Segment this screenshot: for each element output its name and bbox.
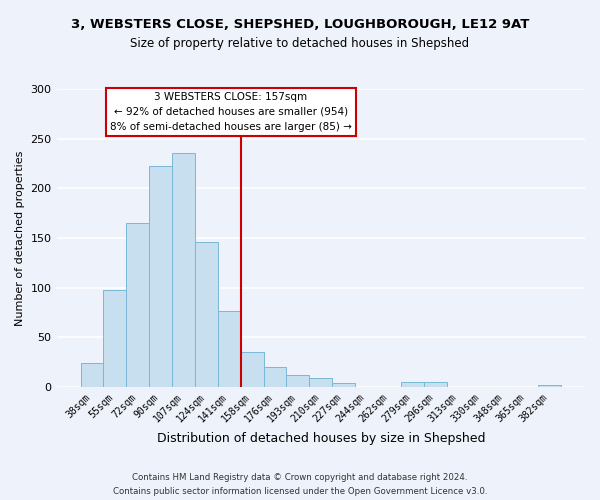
Text: 3 WEBSTERS CLOSE: 157sqm
← 92% of detached houses are smaller (954)
8% of semi-d: 3 WEBSTERS CLOSE: 157sqm ← 92% of detach…	[110, 92, 352, 132]
Bar	[310, 378, 332, 387]
Text: Size of property relative to detached houses in Shepshed: Size of property relative to detached ho…	[130, 38, 470, 51]
Bar	[195, 242, 218, 387]
Bar	[401, 382, 424, 387]
Text: Contains public sector information licensed under the Open Government Licence v3: Contains public sector information licen…	[113, 486, 487, 496]
Text: 3, WEBSTERS CLOSE, SHEPSHED, LOUGHBOROUGH, LE12 9AT: 3, WEBSTERS CLOSE, SHEPSHED, LOUGHBOROUG…	[71, 18, 529, 30]
Bar	[172, 152, 195, 387]
Bar	[103, 290, 127, 387]
Y-axis label: Number of detached properties: Number of detached properties	[15, 150, 25, 326]
Bar	[332, 383, 355, 387]
Bar	[424, 382, 446, 387]
Bar	[241, 352, 263, 387]
X-axis label: Distribution of detached houses by size in Shepshed: Distribution of detached houses by size …	[157, 432, 485, 445]
Bar	[80, 363, 103, 387]
Bar	[149, 166, 172, 387]
Bar	[286, 375, 310, 387]
Bar	[538, 385, 561, 387]
Text: Contains HM Land Registry data © Crown copyright and database right 2024.: Contains HM Land Registry data © Crown c…	[132, 473, 468, 482]
Bar	[218, 312, 241, 387]
Bar	[263, 367, 286, 387]
Bar	[127, 223, 149, 387]
